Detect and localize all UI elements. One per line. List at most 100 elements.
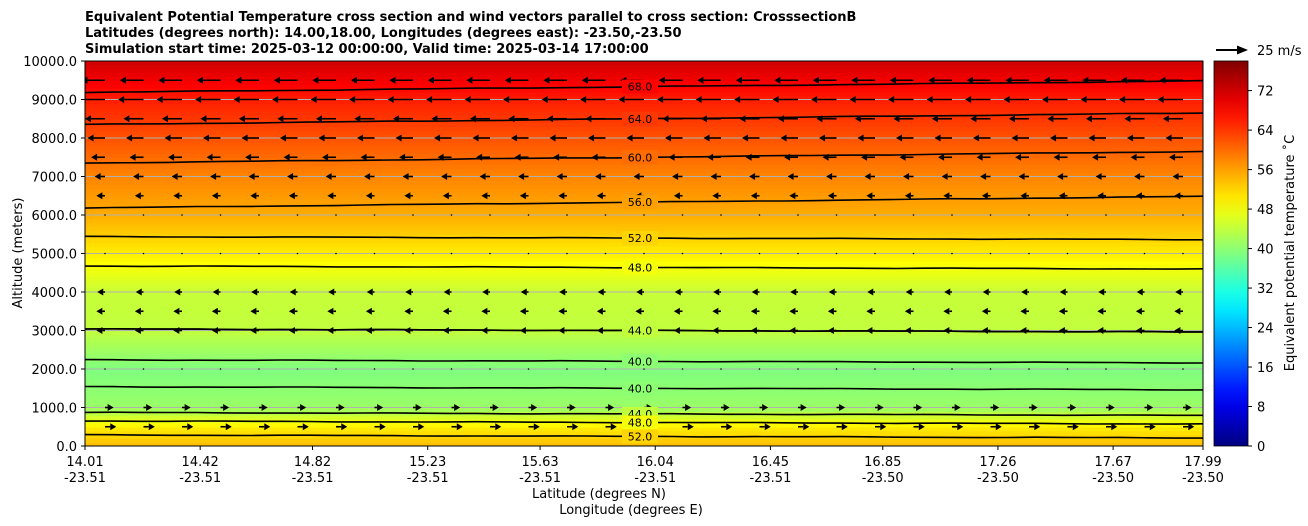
wind-vector-head — [187, 423, 194, 431]
wind-vector-head — [827, 307, 834, 315]
x-axis-label-lon: Longitude (degrees E) — [559, 503, 703, 518]
wind-vector-head — [1172, 173, 1179, 180]
wind-vector — [104, 214, 106, 216]
wind-vector-head — [1072, 423, 1079, 431]
wind-vector-head — [572, 423, 579, 431]
wind-vector-head — [928, 76, 935, 84]
wind-vector — [758, 252, 761, 255]
wind-vector-head — [481, 327, 488, 334]
wind-vector — [1105, 214, 1107, 216]
wind-vector-head — [970, 115, 977, 123]
contour-band — [85, 138, 1203, 143]
wind-vector-head — [379, 423, 386, 431]
x-tick-label-lon: -23.50 — [862, 471, 904, 486]
wind-vector-head — [107, 404, 114, 411]
wind-vector-head — [148, 423, 155, 431]
wind-vector-head — [492, 404, 499, 411]
wind-vector-head — [288, 327, 295, 334]
wind-vector-head — [476, 153, 483, 161]
wind-vector-head — [405, 288, 412, 296]
wind-vector-head — [580, 96, 587, 103]
wind-vector-head — [687, 423, 694, 431]
wind-vector-head — [866, 327, 873, 334]
wind-vector-head — [899, 153, 906, 161]
wind-vector-head — [434, 134, 441, 142]
contour-label-bg — [622, 231, 658, 246]
wind-vector-head — [173, 327, 180, 334]
wind-vector — [758, 214, 761, 216]
wind-vector — [219, 368, 222, 370]
wind-vector-head — [558, 307, 565, 315]
wind-vector — [566, 214, 568, 216]
x-tick-label-lat: 16.45 — [752, 455, 789, 470]
y-tick-label: 7000.0 — [32, 171, 78, 186]
contour-band — [85, 222, 1203, 228]
wind-vector — [181, 214, 183, 216]
wind-vector-head — [596, 307, 603, 315]
wind-vector-head — [672, 173, 679, 180]
wind-vector-head — [549, 134, 556, 142]
wind-vector-head — [712, 327, 719, 334]
wind-vector-head — [1136, 288, 1143, 296]
contour-band — [85, 76, 1203, 81]
contour-label-bg — [622, 323, 658, 338]
colorbar-tick-label: 0 — [1257, 440, 1265, 455]
wind-vector-head — [745, 153, 752, 161]
wind-vector-head — [146, 404, 153, 411]
wind-vector-head — [312, 76, 319, 84]
wind-vector — [181, 368, 183, 370]
wind-vector-head — [938, 153, 945, 161]
wind-vector-head — [248, 173, 255, 180]
wind-vector-head — [707, 153, 714, 161]
wind-vector — [296, 214, 299, 216]
x-tick-label-lat: 14.42 — [182, 455, 219, 470]
contour-band — [85, 253, 1203, 258]
wind-vector-head — [934, 134, 941, 142]
contour-label-44.0: 44.0 — [628, 325, 653, 338]
wind-vector — [1182, 214, 1184, 216]
wind-vector — [527, 368, 530, 370]
y-axis-label: Altitude (meters) — [11, 198, 26, 309]
x-tick-label-lon: -23.51 — [519, 471, 561, 486]
wind-vector-head — [354, 115, 361, 123]
wind-vector-head — [982, 288, 989, 296]
wind-vector-head — [981, 192, 988, 200]
x-tick-label-lon: -23.50 — [977, 471, 1019, 486]
wind-vector-head — [896, 134, 903, 142]
wind-vector-head — [1135, 327, 1142, 334]
wind-vector-head — [965, 96, 972, 103]
wind-vector-head — [161, 115, 168, 123]
wind-vector-head — [264, 423, 271, 431]
colorbar-tick-label: 72 — [1257, 85, 1274, 100]
wind-vector-head — [1005, 76, 1012, 84]
wind-vector-head — [1175, 288, 1182, 296]
contour-band — [85, 338, 1203, 343]
wind-vector-head — [750, 307, 757, 315]
wind-vector — [797, 252, 799, 255]
wind-vector-head — [1135, 192, 1142, 200]
wind-vector-head — [1080, 96, 1087, 103]
wind-key: 25 m/s — [1216, 44, 1302, 59]
contour-band — [85, 342, 1203, 347]
contour-band — [85, 168, 1203, 174]
wind-vectors — [85, 76, 1195, 431]
wind-vector-head — [944, 288, 951, 296]
wind-vector-head — [300, 404, 307, 411]
wind-vector-head — [1162, 115, 1169, 123]
wind-vector-head — [1188, 423, 1195, 431]
y-tick-label: 4000.0 — [32, 286, 78, 301]
contour-band — [85, 68, 1203, 74]
wind-vector-head — [893, 115, 900, 123]
wind-vector-head — [742, 134, 749, 142]
contour-band — [85, 311, 1203, 316]
wind-vector-head — [469, 115, 476, 123]
y-tick-label: 5000.0 — [32, 248, 78, 263]
contour-label-bg — [622, 195, 658, 210]
chart-title: Equivalent Potential Temperature cross s… — [85, 10, 856, 57]
contour-band — [85, 442, 1203, 446]
wind-vector-head — [1011, 134, 1018, 142]
wind-vector — [720, 252, 722, 255]
wind-vector-head — [700, 115, 707, 123]
wind-vector-head — [774, 76, 781, 84]
